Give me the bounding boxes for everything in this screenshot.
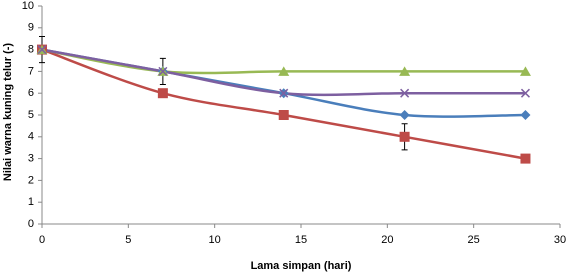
x-tick-label: 15 xyxy=(295,234,307,246)
y-tick-label: 5 xyxy=(28,109,34,121)
x-tick-label: 25 xyxy=(468,234,480,246)
marker xyxy=(520,110,531,120)
y-tick-label: 8 xyxy=(28,44,34,56)
marker xyxy=(519,66,531,76)
x-tick-label: 20 xyxy=(381,234,393,246)
series-line xyxy=(41,48,526,118)
series-line xyxy=(41,48,526,160)
marker xyxy=(399,131,410,142)
marker xyxy=(520,153,531,164)
x-tick-label: 5 xyxy=(125,234,131,246)
y-tick-label: 10 xyxy=(22,0,34,12)
marker xyxy=(157,88,168,99)
x-tick-label: 30 xyxy=(554,234,566,246)
marker xyxy=(158,66,168,76)
y-tick-label: 1 xyxy=(28,196,34,208)
marker xyxy=(278,110,289,120)
y-axis-label: Nilai warna kuning telur (-) xyxy=(2,43,14,181)
marker xyxy=(399,110,410,120)
marker xyxy=(399,66,411,76)
marker xyxy=(37,45,47,55)
marker xyxy=(278,66,290,76)
y-tick-label: 6 xyxy=(28,87,34,99)
y-tick-label: 4 xyxy=(28,131,34,143)
y-tick-label: 9 xyxy=(28,22,34,34)
y-tick-label: 0 xyxy=(28,218,34,230)
y-tick-label: 2 xyxy=(28,174,34,186)
x-tick-label: 0 xyxy=(39,234,45,246)
y-tick-label: 3 xyxy=(28,153,34,165)
x-axis-label: Lama simpan (hari) xyxy=(251,260,352,272)
y-tick-label: 7 xyxy=(28,65,34,77)
x-tick-label: 10 xyxy=(209,234,221,246)
marker xyxy=(520,88,530,98)
marker xyxy=(279,88,289,98)
marker xyxy=(400,88,410,98)
